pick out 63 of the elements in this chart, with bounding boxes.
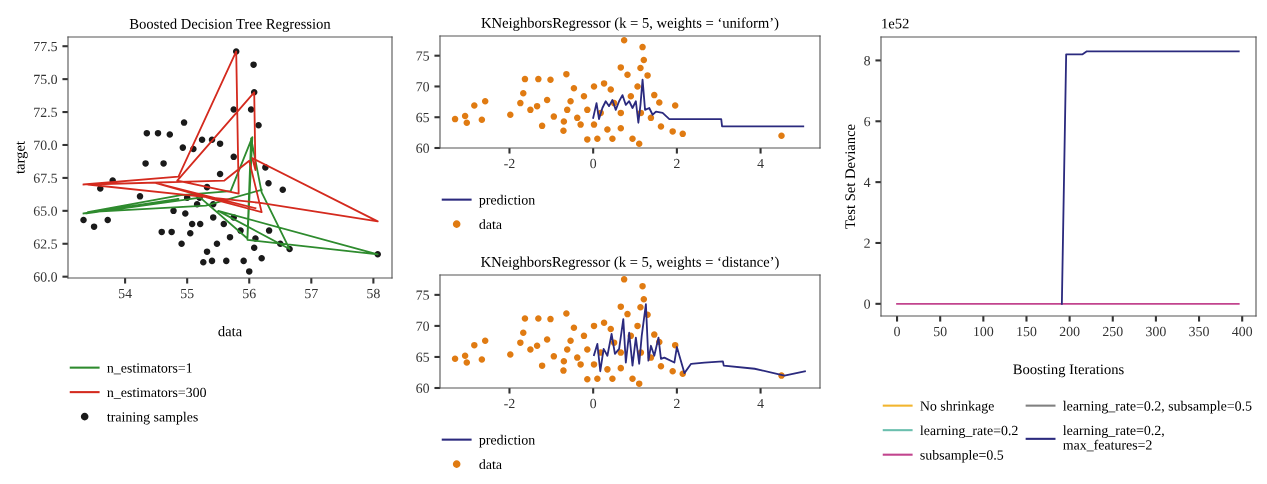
y-tick-label: 65 — [416, 112, 430, 123]
chart-title: KNeighborsRegressor (k = 5, weights = ‘distance’) — [481, 256, 779, 270]
text: 1e52 — [882, 18, 909, 29]
y-tick-label: 77.5 — [34, 41, 58, 52]
y-axis-title: target — [16, 141, 28, 174]
y-tick-label: 60.0 — [33, 272, 58, 282]
x-tick-label: 56 — [243, 288, 256, 299]
y-tick-label: 70 — [416, 82, 430, 92]
chart-title: Boosted Decision Tree Regression — [129, 18, 331, 32]
x-tick-label: 4 — [757, 398, 764, 409]
y-tick-label: 8 — [864, 56, 871, 66]
legend-label: learning_rate=0.2, subsample=0.5 — [1063, 400, 1252, 414]
x-tick-label: 200 — [1059, 326, 1080, 337]
x-tick-label: -2 — [504, 398, 515, 409]
legend-label: data — [479, 459, 502, 470]
x-tick-label: 250 — [1102, 326, 1123, 337]
x-tick-label: 50 — [934, 326, 947, 337]
legend-label: No shrinkage — [920, 400, 994, 414]
x-tick-label: 2 — [674, 158, 680, 169]
x-axis-title: Boosting Iterations — [1013, 364, 1124, 378]
legend-label: subsample=0.5 — [920, 449, 1004, 463]
x-tick-label: 0 — [894, 326, 900, 337]
x-tick-label: 54 — [118, 288, 132, 299]
y-tick-label: 4 — [863, 177, 871, 187]
legend-label: prediction — [479, 434, 535, 448]
y-tick-label: 75 — [416, 290, 430, 300]
legend-label: data — [479, 219, 502, 230]
x-tick-label: 4 — [757, 158, 764, 169]
y-tick-label: 70.0 — [34, 140, 58, 151]
legend-label: training samples — [107, 411, 198, 425]
legend-label: n_estimators=1 — [107, 363, 192, 375]
x-tick-label: 0 — [590, 158, 597, 169]
y-axis-title: Test Set Deviance — [845, 124, 856, 229]
y-tick-label: 6 — [864, 116, 871, 127]
y-tick-label: 2 — [864, 238, 870, 248]
y-tick-label: 65.0 — [33, 206, 58, 216]
y-tick-label: 75 — [416, 51, 430, 61]
chart-title: KNeighborsRegressor (k = 5, weights = ‘uniform’) — [481, 17, 779, 31]
y-tick-label: 67.5 — [33, 173, 58, 183]
x-tick-label: 350 — [1189, 326, 1209, 337]
x-tick-label: 300 — [1146, 326, 1166, 337]
x-tick-label: 2 — [674, 398, 680, 409]
y-tick-label: 60 — [416, 143, 430, 153]
y-tick-label: 65 — [416, 352, 430, 362]
x-tick-label: 100 — [974, 326, 994, 337]
x-tick-label: 57 — [305, 288, 318, 299]
x-tick-label: -2 — [504, 158, 515, 169]
y-tick-label: 72.5 — [34, 107, 58, 118]
x-tick-label: 0 — [590, 398, 597, 409]
x-tick-label: 150 — [1017, 326, 1037, 337]
x-axis-title: data — [218, 326, 242, 337]
x-tick-label: 55 — [181, 288, 194, 299]
legend-label: learning_rate=0.2, max_features=2 — [1063, 425, 1164, 452]
legend-label: prediction — [479, 194, 535, 208]
y-tick-label: 70 — [416, 321, 430, 331]
y-tick-label: 0 — [864, 299, 871, 309]
legend-label: learning_rate=0.2 — [920, 425, 1018, 439]
y-tick-label: 75.0 — [34, 74, 58, 85]
legend-label: n_estimators=300 — [107, 387, 206, 399]
x-tick-label: 58 — [367, 288, 380, 299]
y-tick-label: 62.5 — [33, 239, 58, 249]
x-tick-label: 400 — [1232, 326, 1253, 337]
y-tick-label: 60 — [416, 383, 430, 393]
